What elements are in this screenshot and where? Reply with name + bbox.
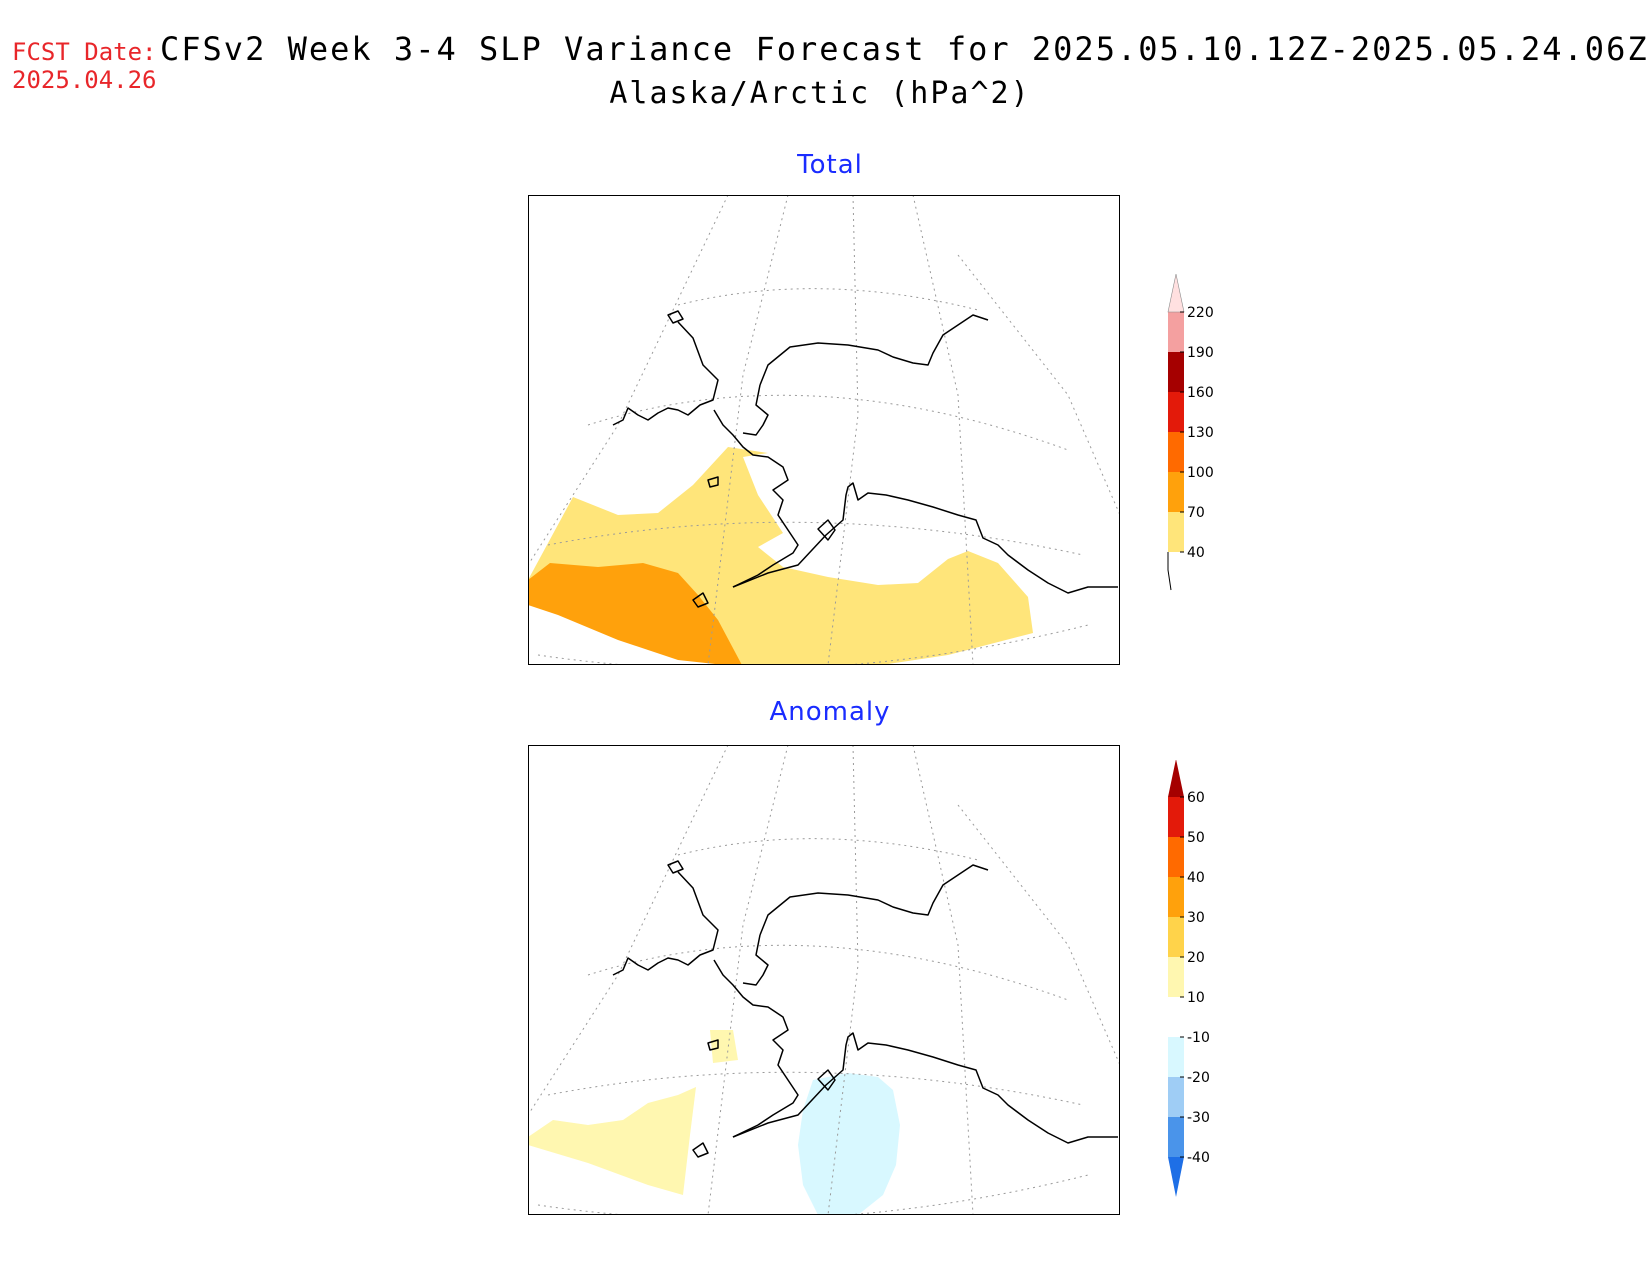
anomaly-colorbar-swatch	[1168, 797, 1184, 837]
anomaly-shade-10-20-west	[528, 1087, 696, 1195]
total-colorbar-label: 70	[1187, 505, 1205, 521]
anomaly-colorbar-label: 20	[1187, 950, 1205, 966]
anomaly-colorbar-label: 50	[1187, 830, 1205, 846]
total-colorbar-label: 220	[1187, 305, 1214, 321]
total-colorbar-label: 100	[1187, 465, 1214, 481]
total-colorbar-label: 190	[1187, 345, 1214, 361]
total-colorbar-swatch	[1168, 392, 1184, 432]
anomaly-colorbar-swatch	[1168, 957, 1184, 997]
anomaly-colorbar-label: -40	[1187, 1150, 1210, 1166]
total-colorbar-swatch	[1168, 352, 1184, 392]
anomaly-colorbar-label: 40	[1187, 870, 1205, 886]
total-colorbar-label: 40	[1187, 545, 1205, 561]
total-colorbar-swatch	[1168, 312, 1184, 352]
anomaly-colorbar-label: 30	[1187, 910, 1205, 926]
total-colorbar-top-arrow	[1167, 273, 1185, 313]
page-subtitle: Alaska/Arctic (hPa^2)	[609, 76, 1031, 111]
total-colorbar-label: 130	[1187, 425, 1214, 441]
anomaly-colorbar-swatch	[1168, 1037, 1184, 1077]
anomaly-panel-title: Anomaly	[769, 697, 891, 727]
total-panel-title: Total	[797, 150, 863, 180]
anomaly-colorbar-label: -20	[1187, 1070, 1210, 1086]
anomaly-shade-10-20-coast	[710, 1030, 738, 1063]
total-colorbar-swatch	[1168, 472, 1184, 512]
anomaly-colorbar-label: 60	[1187, 790, 1205, 806]
total-colorbar-bottom-stub	[1167, 552, 1172, 591]
total-colorbar-swatch	[1168, 512, 1184, 552]
anomaly-colorbar: -40 -30 -20 -10 10 20 30 40 50 60	[1168, 760, 1210, 1197]
total-colorbar: 40 70 100 130 160 190 220	[1167, 273, 1214, 591]
anomaly-colorbar-swatch	[1168, 877, 1184, 917]
anomaly-colorbar-top-arrow	[1168, 760, 1184, 797]
anomaly-map	[528, 745, 1120, 1215]
total-colorbar-swatch	[1168, 432, 1184, 472]
anomaly-colorbar-swatch	[1168, 837, 1184, 877]
anomaly-colorbar-label: -10	[1187, 1030, 1210, 1046]
total-colorbar-label: 160	[1187, 385, 1214, 401]
anomaly-colorbar-bottom-arrow	[1168, 1157, 1184, 1197]
page-title: CFSv2 Week 3-4 SLP Variance Forecast for…	[160, 30, 1649, 68]
anomaly-colorbar-swatch	[1168, 997, 1184, 1037]
total-shade-70-100	[528, 563, 742, 665]
total-map	[528, 195, 1120, 665]
anomaly-colorbar-label: -30	[1187, 1110, 1210, 1126]
anomaly-colorbar-swatch	[1168, 1117, 1184, 1157]
anomaly-colorbar-swatch	[1168, 1077, 1184, 1117]
anomaly-colorbar-swatch	[1168, 917, 1184, 957]
anomaly-shade-neg10-neg20	[798, 1073, 900, 1215]
anomaly-colorbar-label: 10	[1187, 990, 1205, 1006]
forecast-date-label: FCST Date:	[12, 38, 157, 66]
forecast-date-value: 2025.04.26	[12, 66, 157, 94]
